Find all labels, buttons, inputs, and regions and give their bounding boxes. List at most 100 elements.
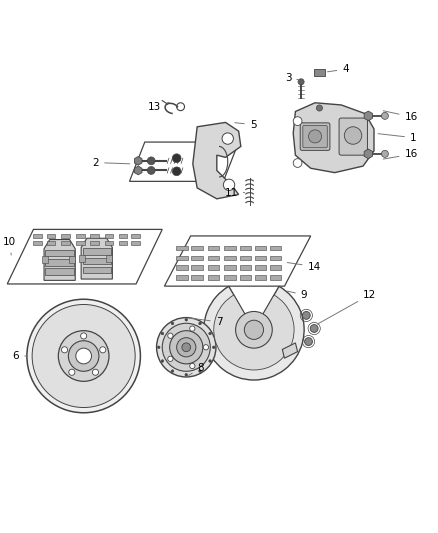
FancyBboxPatch shape <box>339 118 367 155</box>
Bar <box>255 265 266 270</box>
Polygon shape <box>364 111 372 120</box>
Circle shape <box>236 311 272 348</box>
Bar <box>105 241 113 245</box>
Polygon shape <box>364 149 372 159</box>
Text: 13: 13 <box>148 102 169 112</box>
Bar <box>33 241 42 245</box>
Bar <box>82 267 111 273</box>
Circle shape <box>157 346 160 349</box>
Bar <box>191 256 203 261</box>
Circle shape <box>222 133 233 144</box>
Text: 10: 10 <box>3 238 16 255</box>
Circle shape <box>92 369 99 375</box>
Circle shape <box>162 323 210 372</box>
Bar <box>46 234 55 238</box>
Wedge shape <box>214 295 294 370</box>
Circle shape <box>308 130 321 143</box>
Bar <box>61 241 70 245</box>
Bar <box>176 265 187 270</box>
Text: 16: 16 <box>383 111 418 122</box>
Text: 3: 3 <box>285 73 298 83</box>
Circle shape <box>199 370 201 373</box>
Bar <box>42 256 47 263</box>
Bar <box>191 275 203 280</box>
Circle shape <box>190 326 195 331</box>
Bar <box>61 234 70 238</box>
FancyBboxPatch shape <box>303 125 327 148</box>
Bar <box>106 255 112 262</box>
Bar <box>208 256 219 261</box>
Circle shape <box>293 117 302 125</box>
Circle shape <box>171 370 174 373</box>
Bar <box>119 234 127 238</box>
Circle shape <box>161 360 164 362</box>
Circle shape <box>190 364 195 369</box>
Circle shape <box>177 338 196 357</box>
Circle shape <box>147 166 155 174</box>
Bar <box>270 246 282 251</box>
Bar <box>46 249 74 256</box>
Circle shape <box>156 318 216 377</box>
Circle shape <box>185 374 187 376</box>
Polygon shape <box>193 123 241 199</box>
Bar <box>255 246 266 251</box>
Circle shape <box>171 322 174 325</box>
Circle shape <box>381 150 389 157</box>
Bar <box>131 234 140 238</box>
Bar <box>208 275 219 280</box>
Circle shape <box>81 333 87 339</box>
Bar <box>240 265 251 270</box>
Polygon shape <box>134 166 142 175</box>
Circle shape <box>61 347 67 353</box>
Bar <box>105 234 113 238</box>
Circle shape <box>172 154 181 163</box>
Circle shape <box>209 360 212 362</box>
Bar <box>191 265 203 270</box>
Circle shape <box>316 105 322 111</box>
Polygon shape <box>134 157 142 165</box>
Text: 7: 7 <box>189 317 223 327</box>
Circle shape <box>172 167 181 176</box>
Circle shape <box>223 179 235 190</box>
Bar <box>176 246 187 251</box>
Bar <box>208 265 219 270</box>
Bar <box>176 275 187 280</box>
Bar <box>76 234 85 238</box>
Text: 12: 12 <box>318 290 376 324</box>
Circle shape <box>293 159 302 167</box>
Text: 9: 9 <box>287 290 307 300</box>
Bar <box>69 256 75 263</box>
Circle shape <box>147 157 155 165</box>
Circle shape <box>100 347 106 353</box>
Text: 8: 8 <box>189 363 204 375</box>
Circle shape <box>209 332 212 335</box>
Polygon shape <box>81 238 113 279</box>
Circle shape <box>203 345 208 350</box>
Circle shape <box>58 330 109 381</box>
Text: 6: 6 <box>13 351 26 361</box>
Circle shape <box>304 338 312 345</box>
Bar <box>240 246 251 251</box>
Text: 1: 1 <box>378 133 417 143</box>
Bar <box>240 275 251 280</box>
Circle shape <box>212 346 215 349</box>
Circle shape <box>168 356 173 361</box>
Polygon shape <box>44 239 75 280</box>
Bar <box>255 256 266 261</box>
Circle shape <box>298 79 304 85</box>
Text: 2: 2 <box>92 158 130 167</box>
Bar <box>82 248 111 255</box>
Circle shape <box>310 325 318 333</box>
Text: 4: 4 <box>328 64 349 74</box>
Bar <box>270 256 282 261</box>
Bar <box>224 275 236 280</box>
Polygon shape <box>293 103 374 173</box>
Circle shape <box>76 348 92 364</box>
Text: 11: 11 <box>225 188 244 198</box>
Bar <box>90 241 99 245</box>
Bar <box>33 234 42 238</box>
Bar <box>270 275 282 280</box>
Bar <box>46 268 74 275</box>
Circle shape <box>381 112 389 119</box>
Bar <box>176 256 187 261</box>
